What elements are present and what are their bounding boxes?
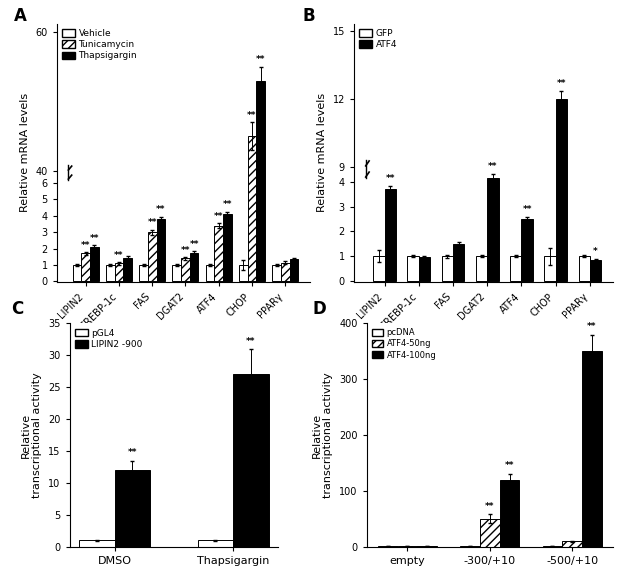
- Bar: [510, 256, 521, 281]
- Bar: [453, 244, 465, 281]
- Bar: [582, 351, 602, 547]
- Bar: [579, 256, 590, 281]
- Bar: [562, 541, 582, 547]
- Bar: [139, 265, 148, 282]
- Legend: GFP, ATF4: GFP, ATF4: [358, 28, 398, 50]
- Bar: [384, 189, 396, 281]
- Text: **: **: [523, 205, 532, 213]
- Bar: [257, 81, 265, 282]
- Text: **: **: [485, 502, 495, 510]
- Bar: [419, 258, 430, 281]
- Text: **: **: [214, 212, 224, 220]
- Bar: [480, 519, 500, 547]
- Text: **: **: [505, 462, 514, 470]
- Bar: [487, 179, 499, 281]
- Bar: [521, 219, 533, 281]
- Bar: [123, 258, 132, 282]
- Text: **: **: [90, 234, 99, 243]
- Bar: [289, 259, 298, 282]
- Text: **: **: [246, 337, 255, 346]
- Legend: Vehicle, Tunicamycin, Thapsigargin: Vehicle, Tunicamycin, Thapsigargin: [61, 28, 138, 61]
- Bar: [374, 256, 384, 281]
- Bar: [590, 260, 601, 281]
- Bar: [114, 263, 123, 282]
- Bar: [73, 265, 82, 282]
- Text: C: C: [11, 300, 23, 319]
- Text: **: **: [181, 246, 190, 255]
- Bar: [476, 256, 487, 281]
- Bar: [90, 247, 99, 282]
- Text: A: A: [14, 7, 27, 25]
- Bar: [181, 258, 190, 282]
- Bar: [272, 265, 281, 282]
- Bar: [173, 265, 181, 282]
- Bar: [79, 540, 114, 547]
- Text: B: B: [302, 7, 315, 25]
- Text: **: **: [147, 218, 157, 227]
- Legend: pcDNA, ATF4-50ng, ATF4-100ng: pcDNA, ATF4-50ng, ATF4-100ng: [371, 328, 437, 360]
- Bar: [281, 262, 289, 282]
- Bar: [106, 265, 114, 282]
- Bar: [408, 256, 419, 281]
- Bar: [214, 226, 223, 282]
- Text: D: D: [312, 300, 326, 319]
- Bar: [556, 99, 567, 281]
- Text: **: **: [488, 162, 497, 171]
- Y-axis label: Relative mRNA levels: Relative mRNA levels: [317, 93, 327, 212]
- Bar: [500, 480, 520, 547]
- Text: **: **: [587, 322, 597, 330]
- Bar: [157, 219, 165, 282]
- Text: *: *: [593, 247, 598, 256]
- Text: **: **: [256, 55, 265, 64]
- Text: **: **: [190, 240, 199, 249]
- Text: **: **: [247, 111, 257, 120]
- Text: **: **: [222, 200, 232, 209]
- Bar: [206, 265, 214, 282]
- Bar: [223, 214, 232, 282]
- Bar: [114, 470, 150, 547]
- Y-axis label: Relative
transcriptional activity: Relative transcriptional activity: [312, 372, 334, 498]
- Text: **: **: [81, 240, 90, 250]
- Text: **: **: [114, 250, 124, 259]
- Bar: [442, 256, 453, 281]
- Y-axis label: Relative mRNA levels: Relative mRNA levels: [20, 93, 30, 212]
- Bar: [82, 253, 90, 282]
- Bar: [190, 253, 198, 282]
- Bar: [544, 256, 556, 281]
- Bar: [233, 375, 269, 547]
- Text: **: **: [128, 449, 137, 457]
- Bar: [197, 540, 233, 547]
- Y-axis label: Relative
transcriptional activity: Relative transcriptional activity: [21, 372, 42, 498]
- Bar: [148, 232, 157, 282]
- Text: **: **: [557, 79, 566, 88]
- Text: **: **: [386, 175, 395, 183]
- Bar: [239, 265, 248, 282]
- Legend: pGL4, LIPIN2 -900: pGL4, LIPIN2 -900: [74, 328, 143, 350]
- Bar: [248, 136, 257, 282]
- Text: **: **: [156, 205, 166, 214]
